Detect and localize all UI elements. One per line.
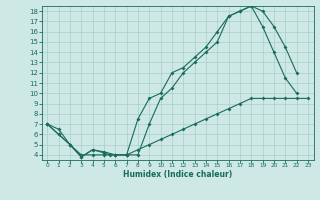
X-axis label: Humidex (Indice chaleur): Humidex (Indice chaleur) [123,170,232,179]
